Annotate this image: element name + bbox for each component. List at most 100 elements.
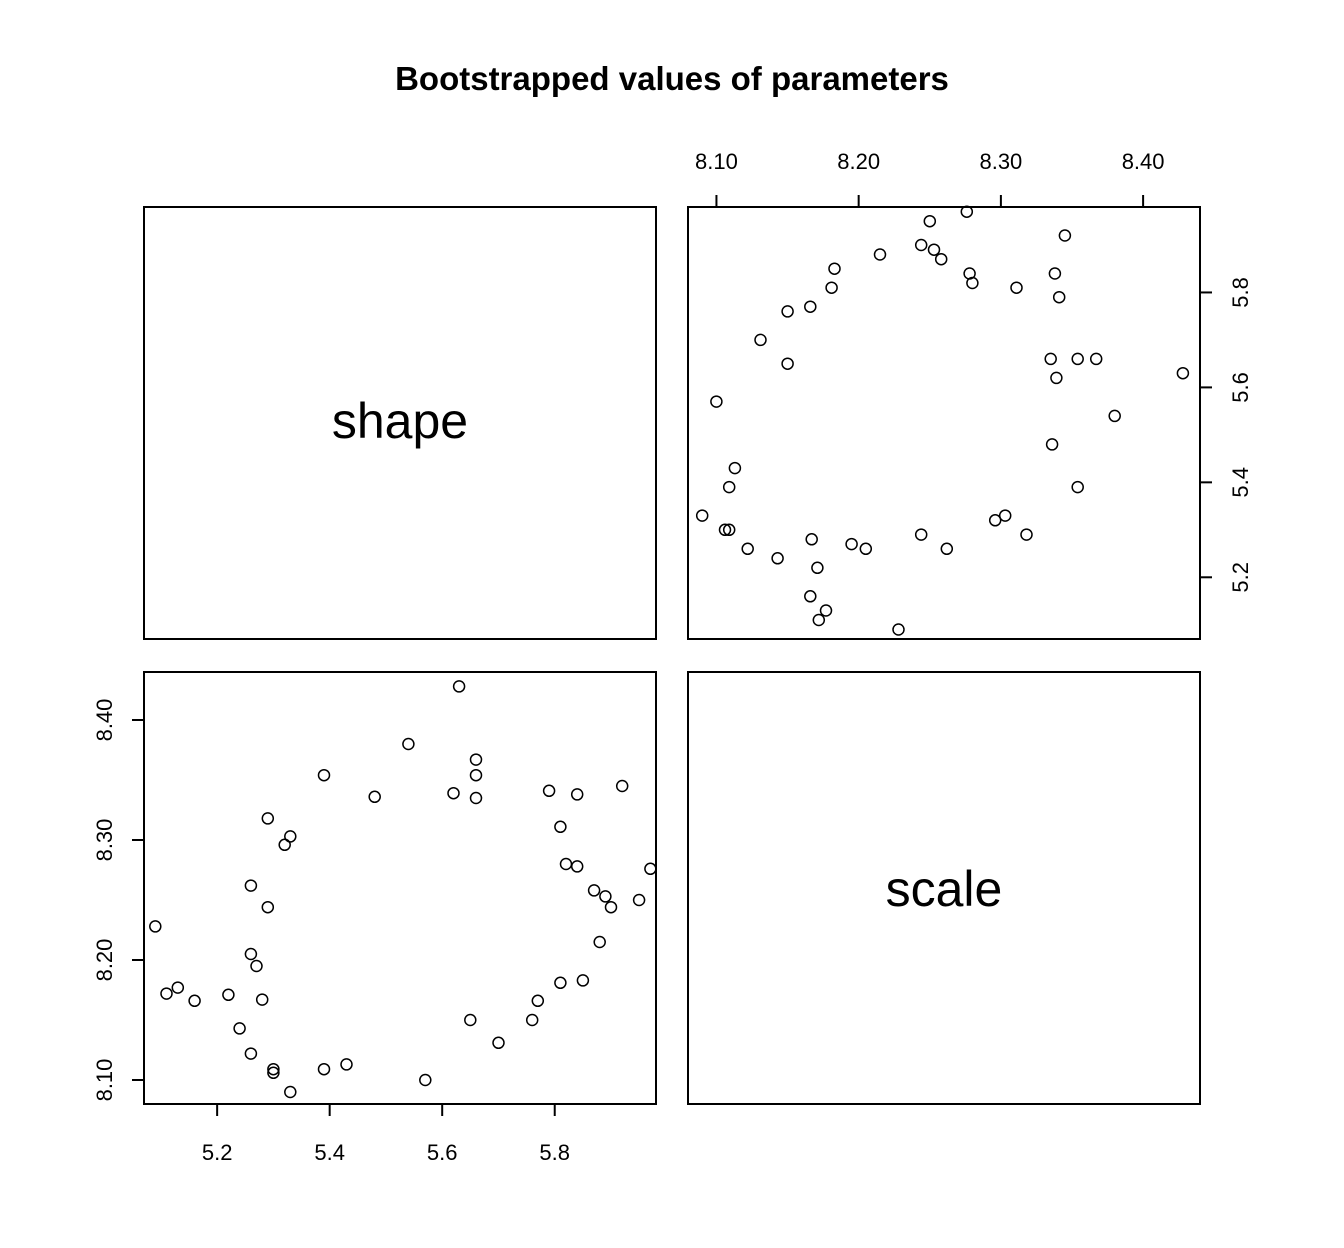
scatter-point (718, 523, 732, 537)
scatter-point (261, 900, 275, 914)
scatter-point (1058, 229, 1072, 242)
tick-label: 8.20 (837, 149, 880, 174)
tick-label: 8.20 (92, 939, 117, 982)
panel-scale-vs-shape-frame (687, 206, 1201, 640)
scatter-point (554, 976, 567, 990)
tick-label: 5.8 (1228, 277, 1253, 308)
scatter-point (593, 935, 606, 949)
scatter-point (914, 528, 928, 541)
scatter-point (632, 893, 646, 907)
scatter-point (892, 623, 905, 636)
tick-label: 8.40 (92, 699, 117, 742)
scatter-point (447, 786, 460, 800)
scatter-point (1010, 281, 1023, 294)
scatter-point (644, 862, 657, 876)
scatter-point (570, 788, 584, 801)
tick-label: 5.2 (1228, 562, 1253, 593)
panel-shape-vs-scale-frame (143, 671, 657, 1105)
scatter-point (1071, 352, 1084, 366)
scatter-point (188, 994, 201, 1008)
chart-title: Bootstrapped values of parameters (395, 60, 949, 97)
bottom-axis-shape: 5.2 5.4 5.6 5.8 (202, 1103, 570, 1165)
scatter-point (255, 993, 269, 1006)
scatter-point (825, 281, 838, 294)
scatter-point (525, 1013, 539, 1027)
scatter-point (741, 542, 754, 556)
scatter-point (469, 753, 483, 766)
scatter-point (927, 243, 941, 256)
tick-label: 5.6 (427, 1140, 458, 1165)
scatter-point (781, 305, 794, 318)
scatter-point (576, 974, 590, 987)
scatter-point (570, 860, 584, 873)
scatter-point (722, 480, 736, 494)
tick-label: 8.10 (92, 1059, 117, 1102)
scatter-point (940, 542, 954, 556)
scatter-point (531, 994, 545, 1008)
diagonal-label-scale: scale (886, 861, 1003, 917)
panel-shape-label-frame (143, 206, 657, 640)
tick-label: 8.30 (92, 819, 117, 862)
scatter-point (402, 737, 415, 751)
diagonal-label-shape: shape (332, 393, 468, 449)
scatter-points-upper (695, 205, 1190, 636)
panel-scale-label-frame (687, 671, 1201, 1105)
scatter-point (233, 1022, 246, 1035)
scatter-point (599, 890, 612, 903)
scatter-point (804, 300, 817, 313)
scatter-point (368, 790, 381, 804)
scatter-point (615, 779, 629, 793)
scatter-point (722, 523, 736, 537)
scatter-point (244, 879, 258, 892)
scatter-point (554, 820, 567, 834)
scatter-point (1108, 409, 1121, 423)
scatter-point (1052, 290, 1066, 304)
scatter-point (149, 920, 162, 933)
scatter-point (340, 1058, 353, 1071)
scatter-point (267, 1066, 280, 1080)
scatter-point (828, 262, 841, 275)
scatter-point (728, 461, 742, 475)
left-axis-scale: 8.10 8.20 8.30 8.40 (92, 699, 145, 1102)
scatter-point (284, 1085, 297, 1099)
scatter-point (873, 248, 887, 261)
tick-label: 5.8 (539, 1140, 570, 1165)
scatter-point (934, 252, 948, 266)
scatter-point (469, 791, 483, 805)
scatter-point (710, 395, 723, 408)
scatter-point (923, 214, 937, 228)
scatter-point (278, 838, 291, 852)
scatter-point (1071, 480, 1084, 494)
tick-label: 8.40 (1122, 149, 1165, 174)
scatter-point (284, 830, 297, 843)
scatter-point (781, 357, 794, 370)
scatter-point (317, 768, 331, 782)
scatter-point (419, 1073, 432, 1087)
tick-label: 5.2 (202, 1140, 233, 1165)
scatter-points-lower (149, 680, 657, 1099)
scatter-point (160, 987, 173, 1000)
scatter-point (1048, 267, 1062, 280)
scatter-point (1044, 352, 1057, 366)
right-axis-shape: 5.2 5.4 5.6 5.8 (1199, 277, 1253, 593)
scatter-point (222, 988, 235, 1002)
top-axis-scale: 8.10 8.20 8.30 8.40 (695, 149, 1165, 208)
scatter-point (492, 1036, 505, 1050)
scatter-point (811, 561, 824, 575)
tick-label: 8.10 (695, 149, 738, 174)
scatter-point (819, 604, 833, 617)
scatter-point (805, 533, 818, 546)
scatter-point (1176, 366, 1190, 380)
scatter-point (988, 514, 1002, 527)
scatter-point (587, 884, 601, 897)
tick-label: 8.30 (979, 149, 1022, 174)
scatter-point (845, 537, 858, 551)
scatter-point (171, 981, 185, 994)
scatter-point (317, 1062, 331, 1076)
scatter-point (771, 552, 784, 565)
scatter-point (812, 613, 826, 627)
scatter-point (914, 238, 928, 252)
scatter-point (695, 509, 709, 522)
tick-label: 5.4 (1228, 467, 1253, 498)
